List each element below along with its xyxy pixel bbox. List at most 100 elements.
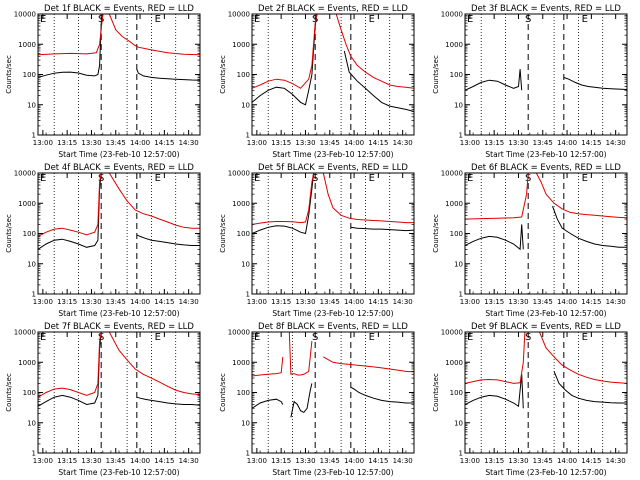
lld-series-line: [322, 173, 414, 224]
y-tick-label: 10: [27, 101, 36, 109]
y-tick-label: 1: [32, 132, 36, 140]
x-tick-label: 13:00: [33, 298, 53, 306]
x-tick-label: 13:15: [57, 139, 77, 147]
y-tick-label: 10000: [14, 170, 36, 178]
marker-start-label: E: [467, 332, 473, 343]
y-tick-label: 1000: [445, 200, 463, 208]
lld-series-line: [288, 332, 313, 376]
lld-series-line: [323, 356, 414, 373]
events-series-line: [252, 14, 318, 106]
x-tick-label: 14:30: [179, 298, 199, 306]
y-tick-label: 1: [459, 450, 463, 458]
x-tick-label: 14:00: [557, 457, 577, 465]
events-series-line: [350, 386, 414, 404]
x-tick-label: 13:15: [57, 298, 77, 306]
x-tick-label: 13:15: [271, 139, 291, 147]
events-series-line: [343, 50, 414, 112]
events-series-line: [252, 173, 315, 235]
lld-series-line: [108, 14, 200, 56]
lld-series-line: [38, 332, 102, 398]
marker-start-label: E: [40, 14, 46, 25]
x-tick-label: 14:00: [557, 139, 577, 147]
marker-start-label: E: [254, 332, 260, 343]
chart-title: Det 2f BLACK = Events, RED = LLD: [258, 4, 408, 14]
y-tick-label: 10000: [228, 329, 250, 337]
x-tick-label: 13:30: [81, 139, 101, 147]
y-tick-label: 1000: [18, 200, 36, 208]
y-tick-label: 1: [246, 450, 250, 458]
y-tick-label: 10: [454, 101, 463, 109]
y-tick-label: 10: [241, 419, 250, 427]
y-axis-label: Counts/sec: [432, 55, 440, 94]
x-tick-label: 13:00: [33, 139, 53, 147]
lld-series-line: [38, 173, 102, 237]
marker-end-label: E: [155, 14, 161, 25]
chart-title: Det 1f BLACK = Events, RED = LLD: [44, 4, 194, 14]
x-tick-label: 14:30: [393, 457, 413, 465]
y-tick-label: 100: [23, 71, 36, 79]
x-tick-label: 13:00: [247, 298, 267, 306]
x-tick-label: 13:45: [106, 457, 126, 465]
events-series-line: [38, 173, 102, 250]
y-tick-label: 1: [246, 132, 250, 140]
y-tick-label: 10: [241, 260, 250, 268]
x-tick-label: 13:45: [533, 298, 553, 306]
x-tick-label: 13:00: [460, 457, 480, 465]
y-axis-label: Counts/sec: [219, 214, 227, 253]
x-tick-label: 14:30: [393, 139, 413, 147]
detector-chart-6: Det 6f BLACK = Events, RED = LLD Counts/s…: [432, 163, 628, 318]
y-tick-label: 1000: [232, 41, 250, 49]
y-tick-label: 10000: [441, 329, 463, 337]
detector-chart-3: Det 3f BLACK = Events, RED = LLD Counts/s…: [432, 4, 628, 159]
y-tick-label: 10: [454, 260, 463, 268]
x-tick-label: 13:15: [57, 457, 77, 465]
x-tick-label: 14:30: [179, 457, 199, 465]
y-tick-label: 1000: [232, 359, 250, 367]
y-tick-label: 1: [246, 291, 250, 299]
y-axis-label: Counts/sec: [219, 373, 227, 412]
x-tick-label: 13:30: [508, 298, 528, 306]
marker-saa-label: S: [312, 14, 318, 25]
x-axis-label: Start Time (23-Feb-10 12:57:00): [58, 150, 179, 159]
detector-chart-1: Det 1f BLACK = Events, RED = LLD Counts/s…: [5, 4, 201, 159]
chart-title: Det 9f BLACK = Events, RED = LLD: [471, 322, 621, 332]
x-tick-label: 13:15: [484, 139, 504, 147]
events-series-line: [465, 224, 524, 251]
y-tick-label: 1000: [445, 359, 463, 367]
marker-saa-label: S: [525, 14, 531, 25]
x-tick-label: 13:30: [81, 298, 101, 306]
y-axis-label: Counts/sec: [5, 373, 13, 412]
marker-start-label: E: [467, 14, 473, 25]
x-tick-label: 14:15: [368, 298, 388, 306]
marker-end-label: E: [582, 14, 588, 25]
y-tick-label: 100: [23, 389, 36, 397]
x-tick-label: 13:15: [484, 298, 504, 306]
y-tick-label: 10: [27, 260, 36, 268]
x-tick-label: 14:30: [606, 457, 626, 465]
y-tick-label: 100: [237, 230, 250, 238]
y-tick-label: 100: [237, 71, 250, 79]
x-tick-label: 14:30: [606, 139, 626, 147]
marker-start-label: E: [254, 14, 260, 25]
chart-title: Det 7f BLACK = Events, RED = LLD: [44, 322, 194, 332]
x-tick-label: 13:00: [33, 457, 53, 465]
x-tick-label: 13:15: [271, 298, 291, 306]
y-tick-label: 100: [450, 71, 463, 79]
y-tick-label: 1000: [232, 200, 250, 208]
detector-chart-8: Det 8f BLACK = Events, RED = LLD Counts/s…: [219, 322, 415, 477]
x-axis-label: Start Time (23-Feb-10 12:57:00): [272, 468, 393, 477]
y-tick-label: 10000: [14, 329, 36, 337]
chart-title: Det 3f BLACK = Events, RED = LLD: [471, 4, 621, 14]
y-tick-label: 10000: [228, 11, 250, 19]
x-tick-label: 13:30: [295, 298, 315, 306]
chart-title: Det 5f BLACK = Events, RED = LLD: [258, 163, 408, 173]
marker-saa-label: S: [312, 173, 318, 184]
events-series-line: [38, 14, 104, 78]
x-tick-label: 13:30: [508, 139, 528, 147]
x-tick-label: 14:00: [344, 139, 364, 147]
events-series-line: [252, 398, 284, 409]
y-axis-label: Counts/sec: [432, 214, 440, 253]
x-tick-label: 14:15: [154, 457, 174, 465]
marker-saa-label: S: [525, 332, 531, 343]
x-tick-label: 14:15: [581, 298, 601, 306]
